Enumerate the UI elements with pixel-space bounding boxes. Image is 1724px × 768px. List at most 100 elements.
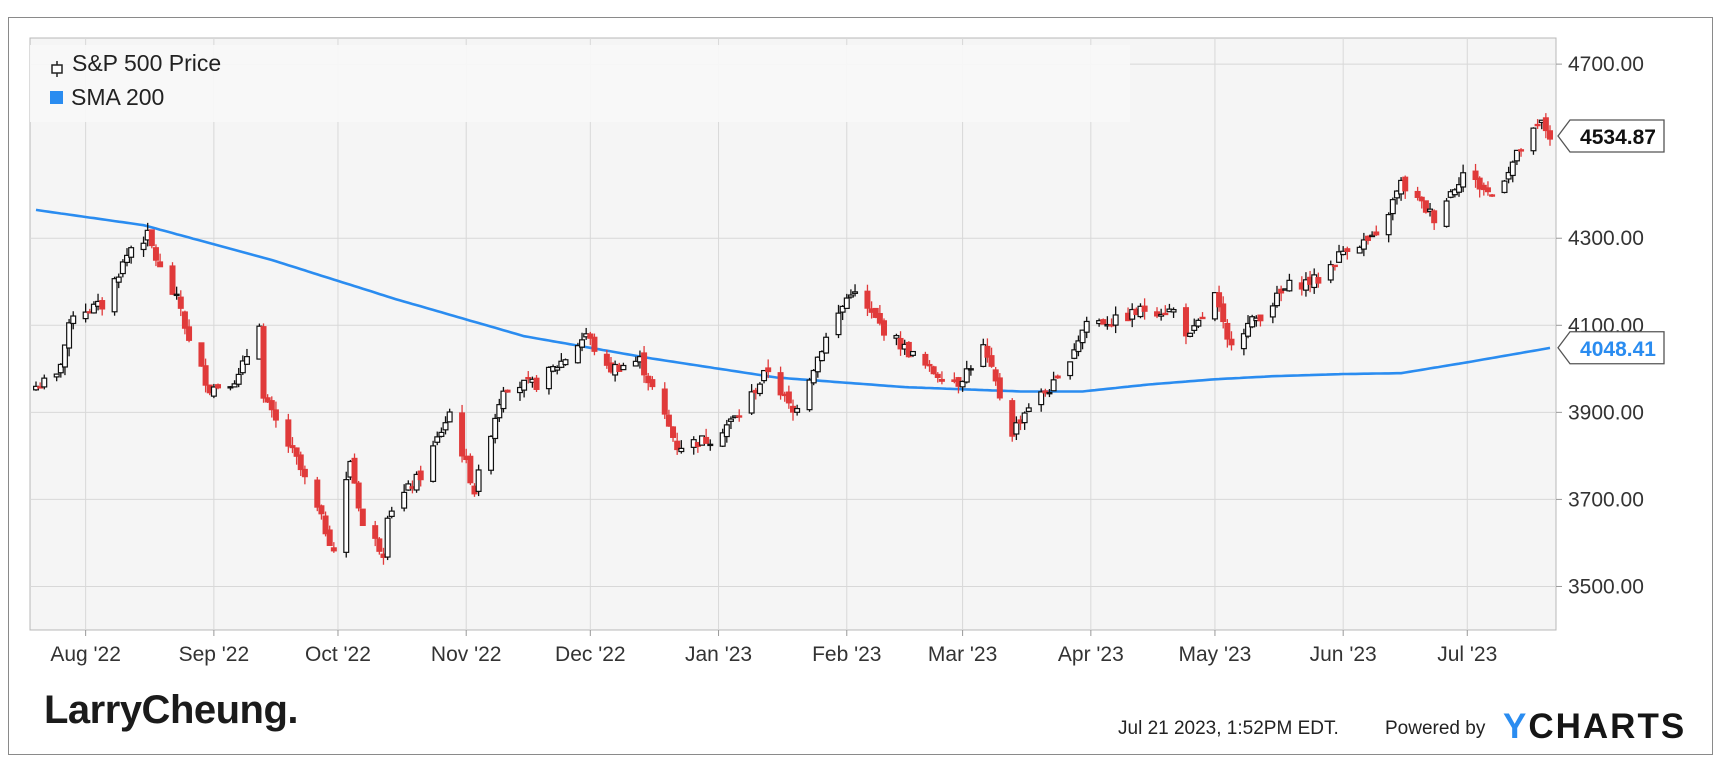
x-tick-label: Apr '23 [1058, 643, 1124, 666]
candle [82, 303, 89, 323]
timestamp: Jul 21 2023, 1:52PM EDT. [1118, 718, 1339, 739]
candle [235, 367, 242, 388]
candle [1344, 246, 1351, 260]
candle [707, 439, 714, 451]
candle [1141, 298, 1148, 320]
candle [823, 332, 830, 354]
candle [417, 465, 424, 487]
candle [128, 245, 135, 264]
candle [1170, 307, 1177, 318]
candle [152, 244, 159, 267]
x-tick-label: Jul '23 [1437, 643, 1497, 666]
candle [723, 419, 730, 443]
candle [756, 381, 763, 397]
candle [665, 409, 672, 427]
candle [70, 311, 77, 330]
sma-value-tag: 4048.41 [1580, 338, 1656, 361]
candle [1216, 285, 1223, 312]
candle [343, 471, 350, 558]
candle [794, 404, 801, 416]
candle [99, 297, 106, 316]
candle [210, 383, 217, 399]
candle [661, 382, 668, 420]
candle [376, 537, 383, 555]
candle [748, 384, 755, 415]
candle [545, 366, 552, 395]
candle [1220, 296, 1227, 329]
candle [562, 358, 569, 366]
candle [785, 385, 792, 409]
candle [579, 332, 586, 352]
candle [1385, 212, 1392, 243]
candle [806, 377, 813, 412]
candle [1286, 273, 1293, 292]
candle [326, 525, 333, 546]
candle [765, 359, 772, 379]
price-tags: 4534.87 4048.41 [1557, 119, 1665, 365]
candle [1054, 374, 1061, 379]
candle [1364, 235, 1371, 245]
candle [984, 338, 991, 363]
candle [330, 542, 337, 553]
candle [388, 506, 395, 519]
candle [401, 484, 408, 512]
candle [967, 365, 974, 376]
candle [938, 371, 945, 385]
candle [881, 318, 888, 341]
candle [90, 301, 97, 314]
legend-label-sma: SMA 200 [71, 84, 165, 110]
candle [504, 389, 511, 393]
candle [1369, 231, 1376, 238]
candle [678, 440, 685, 454]
candle [1273, 285, 1280, 308]
ycharts-logo: YCHARTS [1503, 707, 1687, 746]
candle [177, 290, 184, 317]
candle [1112, 306, 1119, 334]
y-tick-labels: 3500.003700.003900.004100.004300.004700.… [1556, 53, 1644, 598]
candle [554, 365, 561, 375]
candle [1418, 196, 1425, 209]
candle [988, 347, 995, 368]
candle [814, 356, 821, 378]
candle [719, 428, 726, 448]
x-tick-label: Jun '23 [1310, 643, 1377, 666]
sma-line-layer [35, 208, 1551, 393]
candle [434, 431, 441, 446]
candle [488, 435, 495, 475]
square-swatch-icon [50, 91, 63, 104]
candle [847, 289, 854, 299]
candle [1431, 209, 1438, 230]
candle [1509, 160, 1516, 183]
candle [1100, 318, 1107, 325]
candle [268, 396, 275, 418]
sma-200-line [35, 208, 1551, 393]
last-price-tag-box [1557, 119, 1665, 153]
candle [198, 342, 205, 367]
candle [1240, 328, 1247, 356]
candle [438, 427, 445, 438]
candle [1455, 177, 1462, 197]
candle [119, 259, 126, 278]
candle [260, 323, 267, 403]
candle [1476, 176, 1483, 198]
candle [372, 520, 379, 547]
candle [124, 248, 131, 267]
candle [1356, 245, 1363, 254]
brand-logo: LarryCheung. [44, 688, 299, 732]
candle [66, 318, 73, 357]
candle [1079, 329, 1086, 350]
candle [992, 366, 999, 386]
candle [1518, 148, 1525, 157]
candle [285, 413, 292, 453]
candle [1071, 343, 1078, 360]
candle [475, 464, 482, 497]
candle [140, 236, 147, 257]
candle [959, 380, 966, 392]
candle [533, 375, 540, 392]
candle [864, 284, 871, 317]
candle [293, 447, 300, 465]
candle [1484, 181, 1491, 196]
x-tick-label: Sep '22 [179, 643, 250, 666]
candle [272, 401, 279, 428]
legend-item-price: S&P 500 Price [50, 50, 221, 77]
